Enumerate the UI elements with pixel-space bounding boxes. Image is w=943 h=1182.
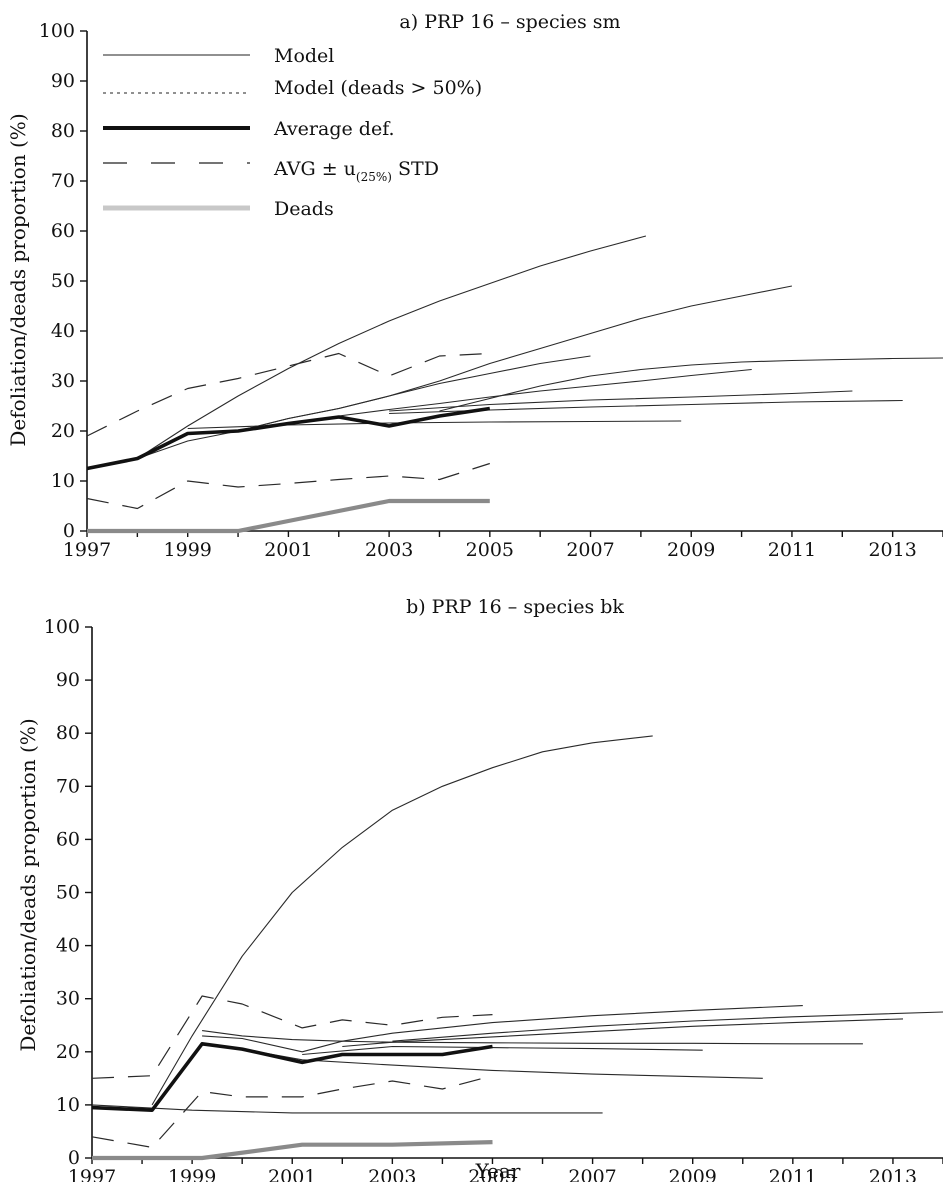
panel-b-ytick-label: 20 [56, 1041, 80, 1063]
panel-a-ytick-label: 10 [51, 470, 75, 492]
panel-b-xlabel: Year [475, 1159, 521, 1182]
legend-label-deads: Deads [274, 198, 334, 220]
panel-b-xtick-label: 2009 [669, 1166, 717, 1182]
panel-a-ytick-label: 60 [51, 220, 75, 242]
panel-b-series-avg-upper-9 [91, 995, 493, 1079]
legend-label-model: Model [274, 45, 334, 67]
panel-a-ytick-label: 80 [51, 120, 75, 142]
panel-a-series-deads-11 [87, 498, 490, 534]
panel-b-ytick-label: 100 [44, 616, 80, 638]
legend-label-avg-std-sub: (25%) [356, 170, 392, 184]
panel-b-xtick-label: 1999 [168, 1166, 216, 1182]
panel-a-series-model-4 [338, 368, 752, 417]
panel-b: b) PRP 16 – species bk Defoliation/deads… [16, 596, 943, 1182]
panel-b-ytick-label: 70 [56, 775, 80, 797]
panel-a-xtick-label: 2003 [365, 539, 413, 561]
panel-b-xtick-label: 2001 [268, 1166, 316, 1182]
panel-b-ticks: 0 10 20 30 40 50 60 70 80 90 100 1997 1999 2001 2003 20… [44, 616, 943, 1182]
panel-b-series [91, 735, 943, 1161]
panel-a-ytick-label: 40 [51, 320, 75, 342]
panel-a-xtick-label: 2005 [466, 539, 514, 561]
panel-a-xtick-label: 2007 [566, 539, 614, 561]
legend-label-average: Average def. [273, 118, 395, 140]
panel-b-ytick-label: 80 [56, 722, 80, 744]
panel-a-legend: Model Model (deads > 50%) Average def. A… [103, 45, 482, 220]
panel-b-ytick-label: 90 [56, 669, 80, 691]
panel-a-ytick-label: 50 [51, 270, 75, 292]
panel-a-series-avg-upper-9 [86, 352, 490, 437]
panel-b-series-avg-lower-10 [91, 1075, 493, 1149]
panel-b-xtick-label: 2011 [769, 1166, 817, 1182]
panel-b-ytick-label: 40 [56, 935, 80, 957]
panel-b-series-deads-11 [92, 1140, 493, 1161]
panel-b-series-model-6 [342, 1018, 904, 1048]
panel-a-xtick-label: 2009 [667, 539, 715, 561]
panel-a-ylabel: Defoliation/deads proportion (%) [6, 113, 30, 446]
panel-b-xtick-label: 2007 [568, 1166, 616, 1182]
panel-b-xtick-label: 2013 [869, 1166, 917, 1182]
panel-a-title: a) PRP 16 – species sm [399, 11, 620, 33]
legend-label-avg-std-main: AVG ± u [273, 158, 356, 180]
panel-b-ytick-label: 30 [56, 988, 80, 1010]
panel-a: a) PRP 16 – species sm Defoliation/deads… [6, 11, 943, 561]
panel-a-ytick-label: 90 [51, 70, 75, 92]
panel-a-ytick-label: 70 [51, 170, 75, 192]
panel-b-xtick-label: 2005 [468, 1166, 516, 1182]
panel-a-ytick-label: 0 [63, 520, 75, 542]
panel-a-ytick-label: 30 [51, 370, 75, 392]
panel-a-xtick-label: 2011 [768, 539, 816, 561]
legend-label-avg-std-after: STD [392, 158, 439, 180]
panel-a-series-average-8 [86, 406, 491, 471]
panel-b-ytick-label: 0 [68, 1147, 80, 1169]
panel-a-series-model-5 [389, 390, 853, 412]
panel-a-series-model-0 [137, 235, 647, 459]
panel-a-xtick-label: 1997 [63, 539, 111, 561]
panel-b-series-model-0 [151, 735, 653, 1106]
panel-a-series-avg-lower-10 [86, 462, 490, 510]
panel-b-series-model-4 [202, 1030, 863, 1045]
panel-b-xtick-label: 1997 [68, 1166, 116, 1182]
panel-a-series [86, 235, 943, 534]
panel-a-xtick-label: 2013 [868, 539, 916, 561]
panel-b-title: b) PRP 16 – species bk [406, 596, 624, 618]
panel-b-ytick-label: 60 [56, 828, 80, 850]
panel-b-ytick-label: 10 [56, 1094, 80, 1116]
panel-a-ticks: 0 10 20 30 40 50 60 70 80 90 100 1997 1999 2001 2003 20… [39, 20, 943, 561]
panel-a-xtick-label: 1999 [164, 539, 212, 561]
panel-a-xtick-label: 2001 [264, 539, 312, 561]
legend-label-avg-std: AVG ± u(25%) STD [273, 158, 439, 184]
panel-b-xtick-label: 2003 [368, 1166, 416, 1182]
panel-b-ytick-label: 50 [56, 882, 80, 904]
panel-b-series-model-5 [202, 1005, 803, 1053]
panel-a-ytick-label: 100 [39, 20, 75, 42]
panel-b-series-model-7 [392, 1011, 943, 1042]
panel-a-series-model-2 [237, 355, 591, 432]
panel-a-ytick-label: 20 [51, 420, 75, 442]
legend-label-model-deads: Model (deads > 50%) [274, 77, 482, 99]
panel-a-series-model-3 [439, 357, 943, 412]
panel-b-series-model-1 [91, 1104, 603, 1114]
panel-b-ylabel: Defoliation/deads proportion (%) [16, 718, 40, 1051]
panel-b-series-average-8 [91, 1042, 493, 1112]
